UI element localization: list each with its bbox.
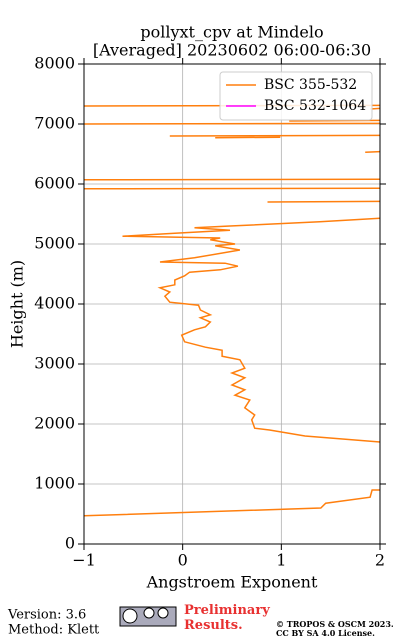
chart-title: pollyxt_cpv at Mindelo [140,23,323,42]
chart-subtitle: [Averaged] 20230602 06:00-06:30 [93,41,371,60]
y-tick-label: 6000 [34,174,75,193]
x-tick-label: −1 [72,551,96,570]
y-tick-label: 1000 [34,474,75,493]
axes-frame [83,63,381,545]
y-tick-label: 5000 [34,234,75,253]
y-tick-label: 8000 [34,54,75,73]
copyright: © TROPOS & OSCM 2023. [276,619,394,629]
y-tick-label: 7000 [34,114,75,133]
x-tick-label: 0 [178,551,188,570]
y-tick-label: 3000 [34,354,75,373]
cc-icon [119,606,177,627]
version: Version: 3.6 [7,608,86,623]
legend-box [219,71,373,121]
x-tick-label: 2 [375,551,385,570]
y-axis-label: Height (m) [8,260,27,348]
legend-label: BSC 355-532 [264,77,357,93]
status: Preliminary Results. [184,603,270,633]
license: CC BY SA 4.0 License. [276,628,375,638]
y-tick-label: 4000 [34,294,75,313]
y-tick-label: 2000 [34,414,75,433]
x-tick-label: 1 [276,551,286,570]
x-axis-label: Angstroem Exponent [146,573,318,592]
profile-line [84,104,380,517]
y-tick-label: 0 [65,534,75,553]
method: Method: Klett [8,623,100,638]
legend-label: BSC 532-1064 [264,98,366,114]
